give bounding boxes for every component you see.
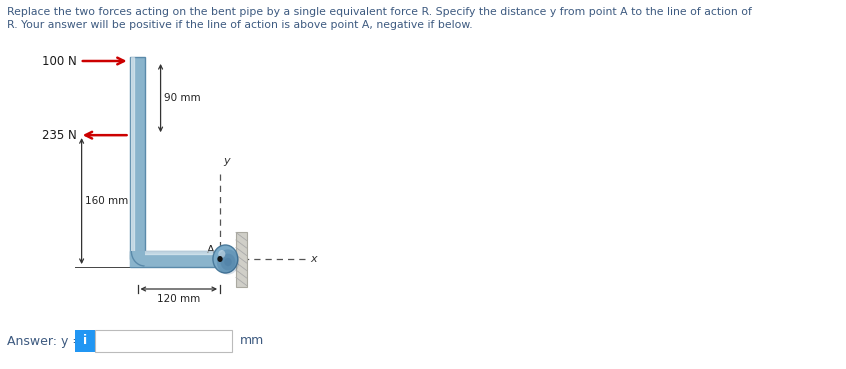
Bar (75, 330, 95, 352)
Text: Replace the two forces acting on the bent pipe by a single equivalent force R. S: Replace the two forces acting on the ben… (7, 7, 752, 17)
Text: y: y (223, 156, 230, 166)
Wedge shape (224, 258, 232, 266)
Text: 235 N: 235 N (41, 129, 76, 142)
Polygon shape (130, 251, 145, 267)
Polygon shape (130, 57, 145, 259)
Text: 120 mm: 120 mm (157, 294, 201, 304)
Wedge shape (221, 254, 235, 270)
Polygon shape (130, 251, 220, 267)
Bar (236, 231, 247, 286)
Text: 90 mm: 90 mm (164, 93, 201, 103)
Text: mm: mm (239, 335, 264, 348)
Circle shape (218, 250, 225, 258)
Circle shape (213, 245, 238, 273)
Text: 100 N: 100 N (41, 55, 76, 68)
Text: 160 mm: 160 mm (85, 196, 129, 206)
Text: i: i (83, 335, 87, 348)
Text: Answer: y =: Answer: y = (7, 335, 83, 348)
Text: R. Your answer will be positive if the line of action is above point A, negative: R. Your answer will be positive if the l… (7, 20, 473, 30)
Circle shape (217, 256, 222, 262)
Bar (95, 330, 233, 352)
Text: A: A (207, 245, 215, 255)
Wedge shape (217, 249, 239, 275)
Text: x: x (310, 254, 317, 264)
